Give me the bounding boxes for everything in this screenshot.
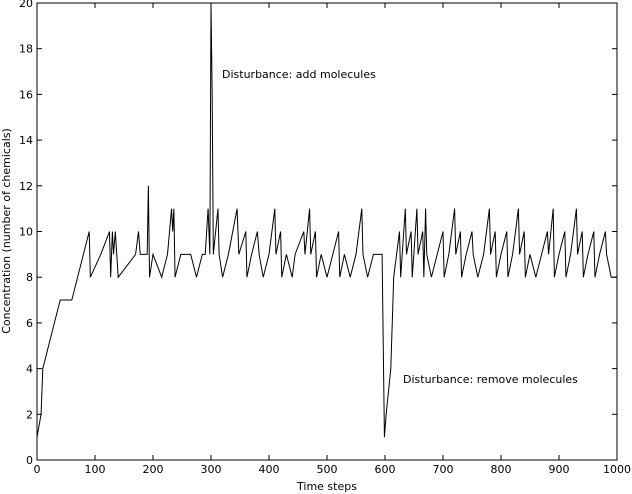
y-tick-label: 2 [26,408,33,421]
x-tick-label: 1000 [603,463,631,476]
y-tick-label: 10 [19,226,33,239]
y-tick-label: 6 [26,317,33,330]
y-tick-label: 12 [19,180,33,193]
y-tick-label: 8 [26,271,33,284]
x-axis-label: Time steps [296,480,357,493]
x-tick-label: 900 [549,463,570,476]
x-tick-label: 700 [433,463,454,476]
x-tick-label: 600 [375,463,396,476]
y-tick-label: 20 [19,0,33,10]
annotation: Disturbance: remove molecules [403,373,578,386]
x-tick-label: 500 [317,463,338,476]
data-line [36,2,617,438]
x-tick-label: 100 [85,463,106,476]
y-tick-label: 0 [26,454,33,467]
y-tick-label: 14 [19,134,33,147]
x-tick-label: 300 [201,463,222,476]
y-tick-label: 18 [19,43,33,56]
x-tick-label: 0 [34,463,41,476]
x-tick-label: 200 [143,463,164,476]
y-tick-label: 16 [19,88,33,101]
y-axis-label: Concentration (number of chemicals) [0,128,13,334]
x-tick-label: 800 [491,463,512,476]
y-tick-label: 4 [26,363,33,376]
x-tick-label: 400 [259,463,280,476]
annotation: Disturbance: add molecules [222,68,376,81]
